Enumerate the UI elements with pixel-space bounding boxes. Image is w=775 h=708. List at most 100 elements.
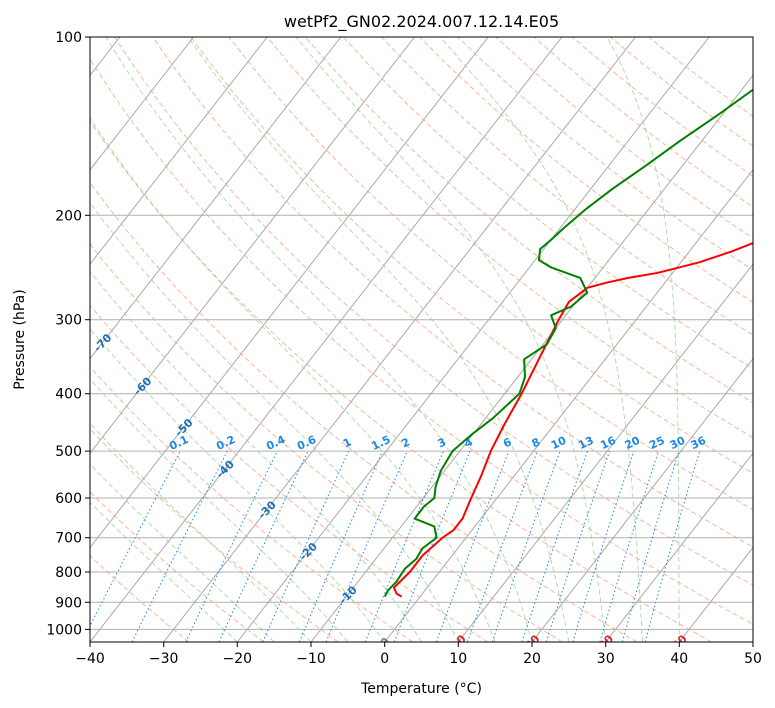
mixing-ratio-label: 20: [623, 434, 643, 452]
x-axis-label: Temperature (°C): [360, 681, 482, 697]
y-tick-label: 900: [55, 595, 82, 611]
temperature-line: [392, 241, 753, 598]
isotherm-label: 40: [670, 632, 690, 652]
y-axis: 100 200 300 400 500 600 700 800 900 1000: [46, 30, 90, 638]
moist-adiabat-line: [187, 37, 570, 642]
isotherm-line: [90, 37, 489, 549]
isotherm-label: 0: [378, 635, 393, 650]
y-tick-label: 1000: [46, 622, 82, 638]
x-tick-label: 30: [597, 651, 615, 667]
y-tick-label: 700: [55, 531, 82, 547]
y-tick-label: 500: [55, 444, 82, 460]
isotherm-line: [605, 452, 753, 642]
dry-adiabat-line: [90, 181, 638, 642]
moist-adiabat-line: [105, 37, 533, 642]
isotherm-line: [90, 37, 342, 360]
mixing-ratio-line: [467, 450, 538, 642]
dry-adiabat-line: [266, 37, 753, 439]
dry-adiabat-line: [90, 243, 563, 642]
y-tick-label: 600: [55, 491, 82, 507]
mixing-ratio-line: [364, 450, 444, 642]
mixing-ratio-lines: [90, 450, 701, 642]
dry-adiabat-line: [152, 37, 753, 548]
mixing-ratio-line: [491, 450, 561, 642]
x-tick-label: 0: [380, 651, 389, 667]
chart-title: wetPf2_GN02.2024.007.12.14.E05: [284, 12, 559, 32]
x-tick-label: 40: [670, 651, 688, 667]
dry-adiabat-line: [90, 491, 264, 642]
x-tick-label: −30: [149, 651, 179, 667]
moist-adiabats: [90, 37, 680, 642]
y-tick-label: 300: [55, 313, 82, 329]
mixing-ratio-line: [644, 450, 701, 642]
mixing-ratio-label: 36: [689, 434, 709, 452]
isotherm-label: 10: [449, 632, 469, 652]
y-tick-label: 400: [55, 387, 82, 403]
moist-adiabat-line: [90, 501, 238, 642]
mixing-ratio-line: [545, 450, 611, 642]
dry-adiabat-line: [343, 37, 753, 370]
isotherm-line: [236, 37, 710, 642]
moist-adiabat-line: [90, 378, 349, 642]
mixing-ratio-line: [572, 450, 635, 642]
mixing-ratio-label: 10: [549, 434, 569, 452]
plot-frame: [89, 36, 754, 643]
dry-adiabat-line: [90, 304, 488, 642]
dry-adiabat-line: [90, 366, 414, 642]
moist-adiabat-line: [439, 37, 643, 642]
isotherm-line: [90, 37, 415, 454]
mixing-ratio-line: [325, 450, 408, 642]
dry-adiabat-line: [228, 37, 753, 474]
moist-adiabat-line: [90, 422, 312, 642]
y-tick-label: 100: [55, 30, 82, 46]
mixing-ratio-line: [599, 450, 659, 642]
isotherm-line: [90, 37, 268, 265]
moist-adiabat-line: [90, 328, 386, 642]
mixing-ratio-label: 25: [647, 434, 666, 452]
mixing-ratio-line: [621, 450, 680, 642]
moist-adiabat-line: [90, 117, 496, 642]
dry-adiabat-line: [90, 554, 190, 642]
isotherm-label: 20: [522, 632, 542, 652]
mixing-ratio-line: [262, 450, 350, 642]
mixing-ratio-line: [298, 450, 383, 642]
moist-adiabat-line: [90, 201, 459, 642]
moist-adiabat-line: [606, 37, 680, 642]
plot-area: -100-90-80-70-60-50-40-30-20-10010203040…: [90, 37, 753, 652]
moist-adiabat-line: [295, 37, 607, 642]
dry-adiabat-line: [90, 58, 753, 625]
mixing-ratio-label: 13: [576, 434, 595, 452]
isotherm-line: [163, 37, 636, 642]
x-tick-label: 20: [523, 651, 541, 667]
isotherm-label: 30: [596, 632, 616, 652]
y-axis-label: Pressure (hPa): [12, 289, 28, 389]
isotherm-line: [384, 169, 753, 642]
isotherm-grid: [90, 37, 753, 642]
dewpoint-line: [383, 88, 753, 598]
dry-adiabats: [90, 37, 753, 642]
y-tick-label: 200: [55, 208, 82, 224]
sounding-series: [383, 88, 753, 598]
mixing-ratio-label: 16: [598, 434, 618, 452]
mixing-ratio-label: 30: [668, 434, 688, 452]
x-tick-label: −40: [75, 651, 105, 667]
mixing-ratio-line: [131, 450, 228, 642]
mixing-ratio-line: [521, 450, 588, 642]
x-tick-label: 50: [744, 651, 762, 667]
dry-adiabat-line: [381, 37, 753, 336]
x-tick-label: 10: [449, 651, 467, 667]
mixing-ratio-line: [393, 450, 471, 642]
y-tick-label: 800: [55, 565, 82, 581]
moist-adiabat-line: [90, 270, 422, 642]
x-axis: −40 −30 −20 −10 0 10 20 30 40 50: [75, 642, 762, 667]
dry-adiabat-line: [114, 37, 753, 586]
isotherm-line: [531, 357, 753, 642]
x-tick-label: −10: [296, 651, 326, 667]
isotherm-line: [90, 37, 194, 171]
dry-adiabat-line: [90, 120, 712, 642]
mixing-ratio-line: [435, 450, 510, 642]
moist-adiabat-line: [90, 463, 275, 642]
isotherm-line: [457, 263, 753, 642]
x-tick-label: −20: [223, 651, 253, 667]
